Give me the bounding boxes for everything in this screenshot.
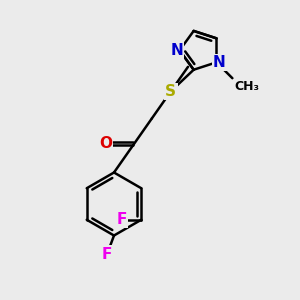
Text: F: F bbox=[101, 247, 112, 262]
Text: O: O bbox=[99, 136, 112, 151]
Text: N: N bbox=[213, 55, 226, 70]
Text: F: F bbox=[117, 212, 127, 227]
Text: CH₃: CH₃ bbox=[234, 80, 259, 93]
Text: S: S bbox=[165, 84, 176, 99]
Text: N: N bbox=[170, 43, 183, 58]
